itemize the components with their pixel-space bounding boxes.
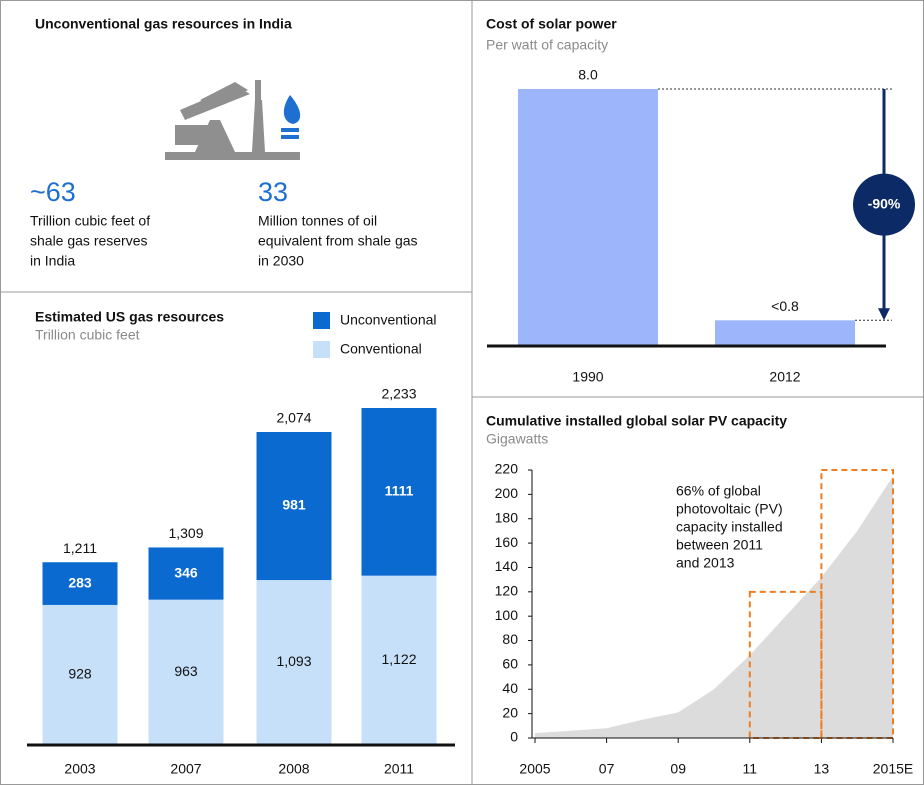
y-tick-label: 120 (495, 583, 519, 599)
x-tick-label: 2008 (278, 761, 309, 777)
annotation: between 2011 (676, 537, 763, 553)
annotation: photovoltaic (PV) (676, 501, 783, 517)
bar-segment (256, 431, 332, 581)
change-badge (853, 173, 915, 236)
bar-segment (42, 604, 118, 745)
annotation: 66% of global (676, 483, 761, 499)
segment-label: 981 (282, 497, 306, 513)
bar-segment (361, 408, 437, 576)
x-tick-label: 13 (814, 761, 830, 777)
value-label: 8.0 (578, 67, 598, 83)
y-tick-label: 200 (495, 485, 519, 501)
x-tick-label: 11 (743, 761, 758, 777)
total-label: 2,233 (381, 386, 416, 402)
chart-title: Cumulative installed global solar PV cap… (486, 413, 787, 429)
segment-label: 963 (174, 663, 198, 679)
y-tick-label: 60 (502, 656, 518, 672)
x-tick-label: 2015E (873, 761, 913, 777)
y-tick-label: 80 (502, 631, 518, 647)
x-tick-label: 2011 (384, 761, 414, 777)
chart-subtitle: Trillion cubic feet (35, 327, 140, 343)
arrow-head (878, 308, 890, 321)
stat-label: equivalent from shale gas (258, 233, 418, 249)
x-tick-label: 07 (599, 761, 615, 777)
chart-title: Estimated US gas resources (35, 309, 224, 325)
stat-label: in India (30, 253, 75, 269)
total-label: 2,074 (276, 410, 311, 426)
y-tick-label: 40 (502, 680, 518, 696)
stat-label: Trillion cubic feet of (30, 213, 150, 229)
legend-label: Conventional (340, 341, 422, 357)
y-tick-label: 140 (495, 558, 519, 574)
value-label: <0.8 (771, 298, 799, 314)
annotation: and 2013 (676, 555, 735, 571)
y-tick-label: 180 (495, 509, 519, 525)
stat-value: ~63 (30, 177, 76, 207)
x-tick-label: 2012 (769, 369, 800, 385)
y-tick-label: 160 (495, 534, 519, 550)
y-tick-label: 0 (510, 729, 518, 745)
x-tick-label: 09 (670, 761, 686, 777)
segment-label: 1,122 (381, 651, 416, 667)
segment-label: 928 (68, 666, 92, 682)
x-tick-label: 1990 (572, 369, 603, 385)
chart-subtitle: Per watt of capacity (486, 37, 608, 53)
area (535, 476, 893, 738)
bar-segment (148, 547, 224, 600)
stat-label: shale gas reserves (30, 233, 148, 249)
segment-label: 283 (68, 574, 92, 590)
bar-segment (256, 580, 332, 745)
legend-swatch (313, 312, 330, 329)
legend-label: Unconventional (340, 312, 437, 328)
x-tick-label: 2007 (170, 761, 201, 777)
panel-title: Unconventional gas resources in India (35, 16, 292, 32)
bar-segment (148, 599, 224, 745)
annotation: capacity installed (676, 519, 783, 535)
stat-value: 33 (258, 177, 288, 207)
chart-subtitle: Gigawatts (486, 431, 548, 447)
bar (715, 320, 855, 346)
bar (518, 89, 658, 346)
x-tick-label: 2003 (64, 761, 95, 777)
total-label: 1,309 (168, 525, 203, 541)
stat-label: Million tonnes of oil (258, 213, 377, 229)
pumpjack-icon (165, 80, 301, 160)
legend-swatch (313, 341, 330, 358)
change-label: -90% (868, 195, 901, 211)
y-tick-label: 100 (495, 607, 519, 623)
bar-segment (42, 562, 118, 605)
total-label: 1,211 (63, 540, 97, 556)
y-tick-label: 220 (495, 461, 519, 477)
bar-segment (361, 575, 437, 745)
segment-label: 1,093 (276, 653, 311, 669)
stat-label: in 2030 (258, 253, 304, 269)
segment-label: 1111 (385, 483, 414, 499)
segment-label: 346 (174, 564, 198, 580)
x-tick-label: 2005 (519, 761, 550, 777)
y-tick-label: 20 (502, 704, 518, 720)
chart-title: Cost of solar power (486, 16, 617, 32)
